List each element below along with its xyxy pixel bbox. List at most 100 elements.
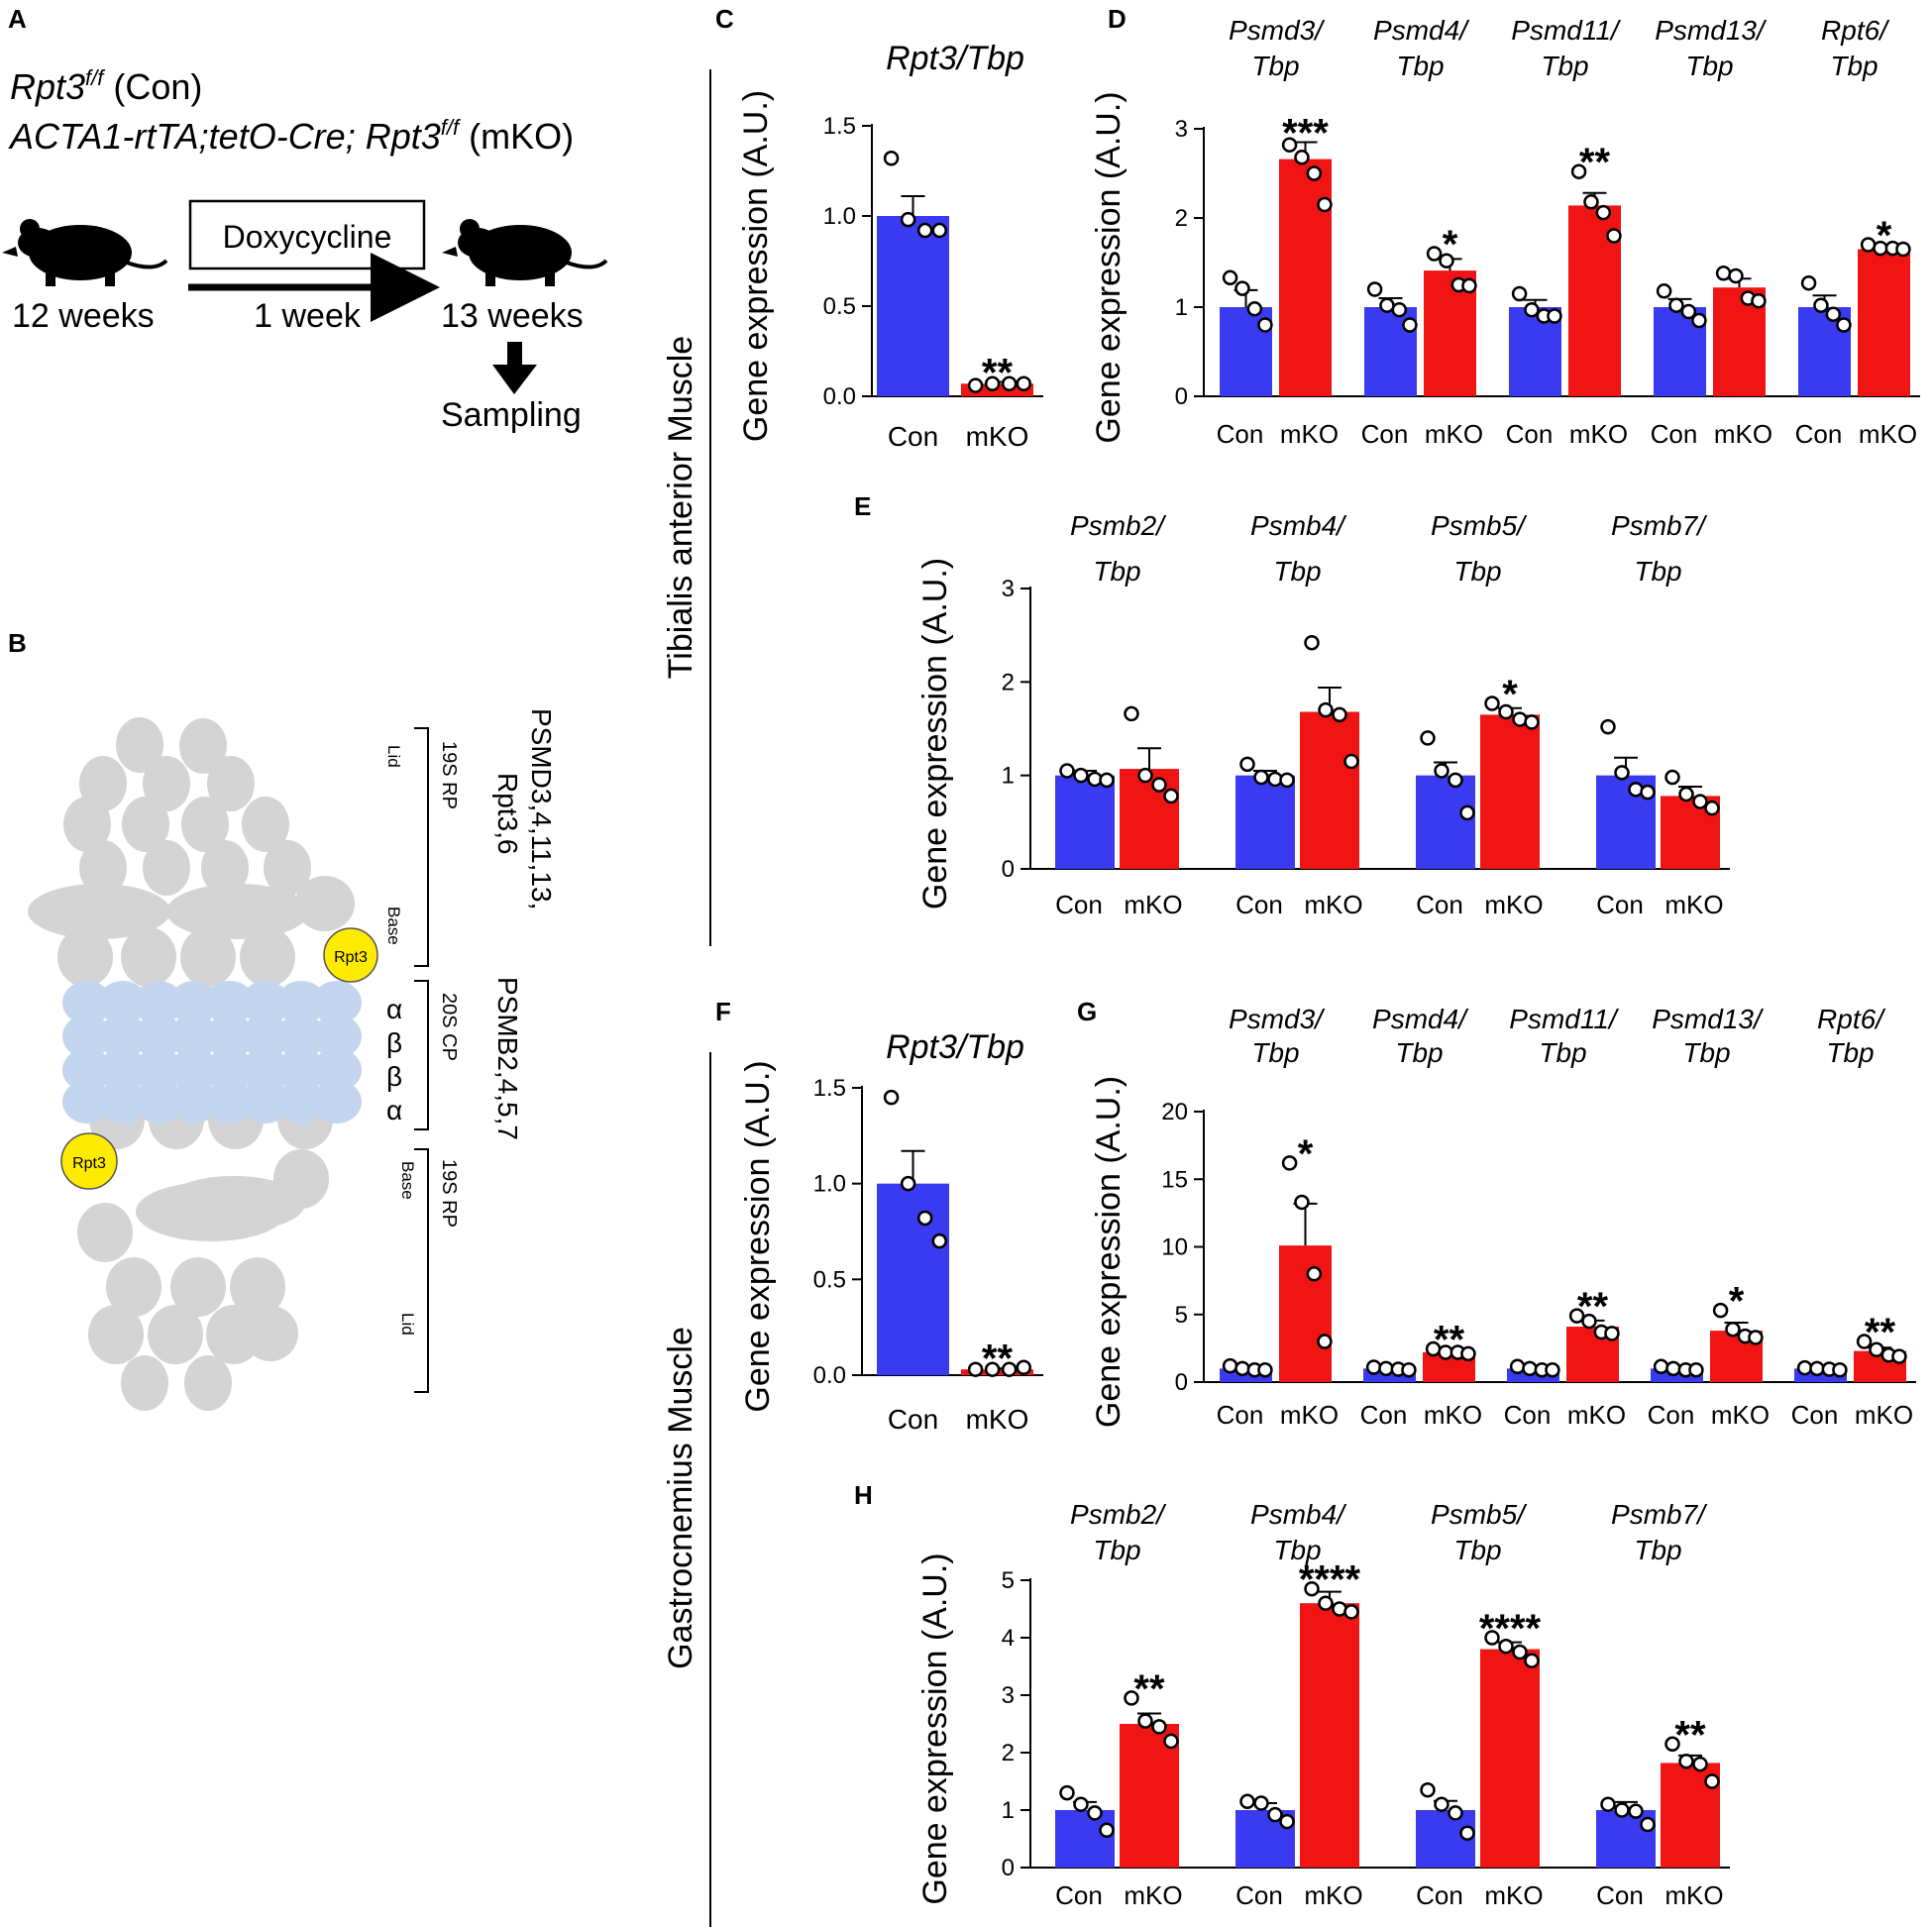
category-label: mKO bbox=[1567, 1400, 1626, 1430]
label-20s: 20S CP bbox=[438, 993, 460, 1061]
y-tick-label: 0.5 bbox=[823, 293, 856, 320]
data-point bbox=[1728, 268, 1744, 284]
data-point bbox=[1628, 1803, 1644, 1819]
data-point bbox=[1678, 786, 1694, 803]
mouse-icon bbox=[2, 219, 168, 286]
group-title: Rpt3/Tbp bbox=[886, 40, 1024, 77]
data-point bbox=[916, 1210, 933, 1227]
bracket-19s-bottom bbox=[414, 1148, 429, 1393]
significance-marker: * bbox=[1729, 1280, 1745, 1324]
data-point bbox=[1448, 1805, 1463, 1821]
proteasome-subunit bbox=[264, 840, 311, 896]
mko-bar bbox=[1858, 249, 1910, 396]
data-point bbox=[1895, 241, 1911, 258]
y-tick-label: 1 bbox=[1002, 1797, 1015, 1824]
label-lid-top: Lid bbox=[384, 745, 403, 768]
genotype-con: Rpt3f/f (Con) bbox=[10, 65, 202, 107]
data-point bbox=[1891, 1348, 1907, 1364]
data-point bbox=[1124, 705, 1139, 722]
core-subunit bbox=[169, 1015, 219, 1058]
y-tick-label: 2 bbox=[1002, 1740, 1015, 1766]
panel-letter: H bbox=[854, 1480, 873, 1510]
core-subunit bbox=[312, 1080, 362, 1124]
down-arrow bbox=[492, 342, 537, 394]
group-title: Psmb7/ bbox=[1611, 1499, 1708, 1530]
beta-top: β bbox=[386, 1027, 402, 1058]
core-subunit bbox=[205, 1080, 255, 1124]
core-subunit bbox=[241, 1015, 290, 1058]
y-tick-label: 1.0 bbox=[823, 203, 856, 230]
con-bar bbox=[877, 216, 949, 396]
core-subunit bbox=[134, 1080, 183, 1124]
group-title-sub: Tbp bbox=[1539, 1037, 1586, 1068]
data-point bbox=[1604, 1326, 1620, 1341]
data-point bbox=[1073, 1796, 1089, 1812]
category-label: mKO bbox=[1425, 419, 1483, 449]
end-age: 13 weeks bbox=[441, 297, 584, 335]
core-subunit bbox=[134, 1015, 183, 1058]
start-age: 12 weeks bbox=[12, 297, 155, 335]
y-tick-label: 0 bbox=[1002, 1855, 1015, 1881]
core-subunit bbox=[312, 981, 362, 1024]
significance-marker: **** bbox=[1299, 1558, 1361, 1602]
group-tag: (mKO) bbox=[459, 116, 574, 157]
label-lid-bottom: Lid bbox=[398, 1313, 417, 1336]
data-point bbox=[1379, 297, 1395, 313]
group-title: Psmb2/ bbox=[1070, 1499, 1167, 1530]
data-point bbox=[1001, 1361, 1018, 1377]
significance-marker: * bbox=[1443, 223, 1458, 267]
con-bar bbox=[1055, 1810, 1115, 1868]
proteasome-subunit bbox=[207, 756, 255, 811]
proteasome-subunit bbox=[121, 1355, 168, 1411]
data-point bbox=[1087, 1805, 1103, 1821]
data-point bbox=[1239, 1793, 1255, 1810]
data-point bbox=[1459, 804, 1475, 821]
data-point bbox=[1459, 1825, 1475, 1841]
core-subunit bbox=[276, 1015, 326, 1058]
y-axis-label: Gene expression (A.U.) bbox=[739, 1060, 777, 1412]
data-point bbox=[1343, 1604, 1359, 1620]
data-point bbox=[1001, 375, 1018, 392]
data-point bbox=[1246, 301, 1263, 317]
label-19s-top: 19S RP bbox=[438, 741, 460, 809]
core-subunit bbox=[134, 981, 183, 1024]
group-title: Psmb4/ bbox=[1250, 510, 1347, 541]
y-axis-label: Gene expression (A.U.) bbox=[737, 90, 775, 442]
y-tick-label: 3 bbox=[1175, 116, 1188, 143]
data-point bbox=[1856, 1334, 1873, 1349]
panel-letter: G bbox=[1077, 997, 1097, 1026]
data-point bbox=[1257, 1361, 1273, 1378]
con-bar bbox=[1235, 775, 1295, 869]
data-point bbox=[1751, 292, 1767, 309]
proteasome-subunit bbox=[122, 797, 169, 852]
panel-b: B Rpt3 Rpt3 19S RP Lid Base PSMD3,4,11,13… bbox=[8, 628, 557, 1411]
panel-letter: D bbox=[1108, 4, 1127, 34]
category-label: Con bbox=[1416, 1880, 1463, 1910]
y-axis-label: Gene expression (A.U.) bbox=[1090, 1076, 1127, 1428]
group-title-sub: Tbp bbox=[1685, 51, 1733, 81]
category-label: mKO bbox=[1714, 419, 1772, 449]
y-tick-label: 1.0 bbox=[813, 1171, 846, 1198]
core-subunit bbox=[205, 1015, 255, 1058]
proteasome-subunit bbox=[242, 797, 289, 852]
data-point bbox=[1099, 1822, 1115, 1839]
mko-bar bbox=[1300, 711, 1359, 869]
proteasome-subunit bbox=[170, 1257, 226, 1317]
data-point bbox=[1704, 1773, 1720, 1789]
data-point bbox=[1257, 317, 1273, 333]
data-point bbox=[1869, 1341, 1884, 1357]
y-tick-label: 4 bbox=[1002, 1625, 1015, 1652]
data-point bbox=[1725, 1322, 1741, 1338]
core-subunit bbox=[205, 981, 255, 1024]
data-point bbox=[1606, 228, 1622, 244]
data-point bbox=[1317, 1334, 1333, 1349]
data-point bbox=[1294, 150, 1310, 165]
rpt3-label: Rpt3 bbox=[334, 949, 368, 966]
data-point bbox=[1570, 163, 1587, 179]
significance-marker: ** bbox=[1579, 141, 1611, 184]
mko-bar bbox=[1300, 1603, 1359, 1868]
proteasome-subunit bbox=[295, 876, 355, 931]
data-point bbox=[1715, 266, 1732, 281]
